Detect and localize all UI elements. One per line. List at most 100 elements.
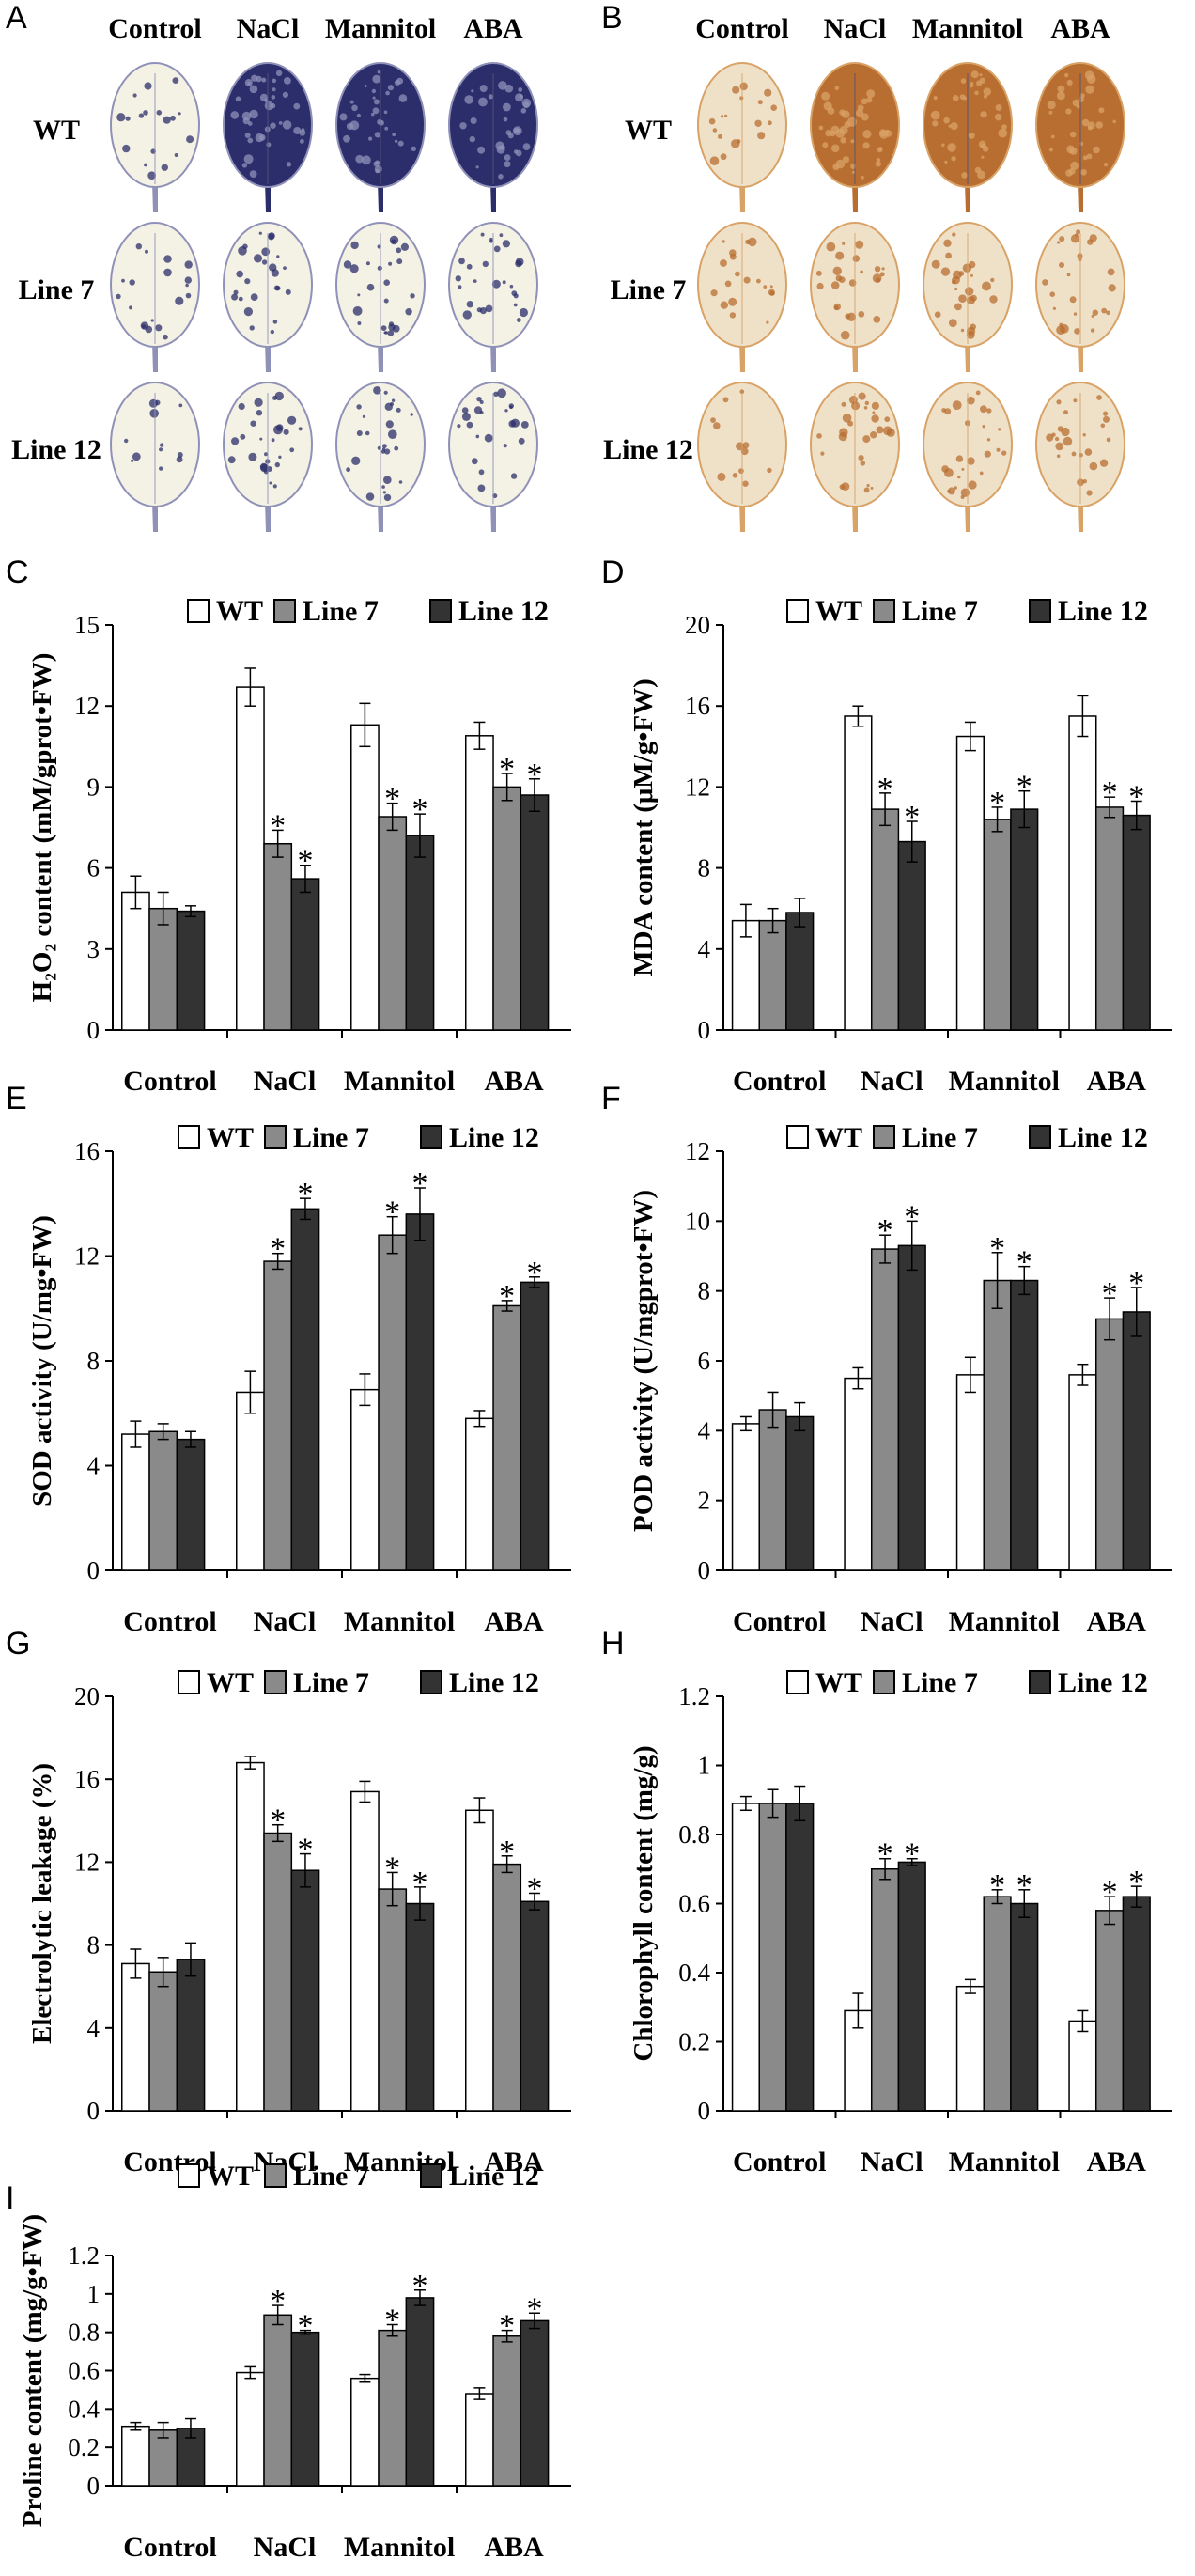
bar	[955, 1985, 985, 2112]
bar	[492, 1304, 522, 1571]
stain-spot	[138, 113, 145, 118]
bar	[870, 1248, 900, 1571]
stain-spot	[270, 122, 276, 129]
y-tick-label: 6	[698, 1347, 711, 1375]
stain-spot	[282, 91, 288, 98]
stain-spot	[757, 132, 766, 140]
stain-spot	[947, 143, 956, 152]
stain-spot	[840, 137, 846, 144]
stain-spot	[974, 166, 982, 174]
y-tick-label: 0	[87, 1556, 101, 1585]
stain-spot	[1071, 451, 1077, 457]
x-tick-label: Control	[123, 2532, 216, 2563]
chart-panel-e: E WT Line 7 Line 12 0 4 8 12 16 SOD activity (U/m…	[6, 1081, 571, 1637]
stain-spot	[466, 301, 473, 308]
stain-spot	[271, 269, 279, 277]
stain-spot	[349, 264, 359, 273]
stain-spot	[476, 307, 482, 313]
x-tick-label: ABA	[484, 2147, 544, 2178]
bar	[520, 2319, 550, 2487]
stain-spot	[710, 417, 716, 423]
stain-spot	[383, 493, 392, 502]
stain-spot	[960, 495, 965, 499]
stain-spot	[504, 161, 511, 168]
legend-swatch	[786, 599, 809, 623]
stain-spot	[1060, 323, 1069, 334]
stain-spot	[381, 485, 385, 489]
stain-spot	[960, 328, 965, 333]
panel-letter: A	[6, 0, 27, 36]
stain-spot	[270, 329, 274, 335]
x-tick-label: Mannitol	[344, 1606, 455, 1637]
stain-spot	[934, 311, 941, 319]
y-tick-label: 0.8	[678, 1820, 710, 1849]
stain-spot	[248, 452, 257, 461]
x-tick-label: Control	[123, 1066, 216, 1097]
stain-spot	[250, 420, 256, 427]
stain-spot	[385, 420, 394, 429]
stain-spot	[766, 320, 769, 324]
y-axis-label: POD activity (U/mgprot•FW)	[629, 1190, 659, 1532]
stain-spot	[356, 404, 362, 410]
stain-spot	[1084, 448, 1093, 456]
stain-spot	[816, 433, 822, 439]
stain-spot	[475, 434, 480, 439]
x-tick-label: Control	[123, 2147, 216, 2178]
legend-label: Line 12	[449, 2161, 539, 2192]
stain-spot	[512, 126, 522, 136]
legend-label: Line 12	[449, 1667, 539, 1698]
stain-spot	[389, 235, 399, 245]
significance-star: *	[989, 786, 1005, 820]
leaf-petiole	[739, 181, 745, 212]
stain-spot	[240, 433, 246, 440]
photo-panels: A Control NaCl Mannitol ABA WT Line 7 Line 12 B C…	[6, 0, 1125, 532]
legend-label: Line 12	[1058, 1667, 1148, 1698]
stain-spot	[251, 74, 258, 82]
stain-spot	[855, 109, 864, 117]
stain-spot	[743, 276, 751, 284]
stain-spot	[258, 134, 266, 141]
y-tick-label: 0.2	[68, 2433, 100, 2461]
legend-swatch	[1029, 1670, 1051, 1694]
leaf-petiole	[265, 341, 271, 372]
stain-spot	[383, 298, 389, 304]
bar	[731, 919, 760, 1031]
stain-spot	[519, 94, 523, 99]
leaf-image	[335, 382, 426, 532]
stain-spot	[955, 455, 964, 462]
stain-spot	[502, 280, 506, 285]
stain-spot	[131, 459, 134, 462]
stain-spot	[372, 96, 376, 100]
stain-spot	[175, 296, 184, 305]
stain-spot	[1101, 307, 1108, 314]
stain-spot	[462, 310, 472, 320]
stain-spot	[384, 402, 393, 411]
legend-swatch	[264, 2163, 287, 2188]
column-label: Mannitol	[325, 13, 436, 44]
panel-letter: B	[601, 0, 623, 36]
stain-spot	[163, 334, 168, 340]
legend-label: Line 12	[449, 1122, 539, 1153]
y-tick-label: 12	[74, 1848, 100, 1876]
bar	[897, 1244, 926, 1571]
bar	[1122, 1311, 1151, 1571]
stain-spot	[979, 73, 983, 77]
stain-spot	[958, 294, 967, 304]
stain-spot	[874, 266, 881, 273]
stain-spot	[184, 276, 192, 284]
bar	[236, 1761, 265, 2112]
stain-spot	[140, 321, 149, 330]
stain-spot	[499, 233, 504, 238]
stain-spot	[259, 93, 269, 101]
stain-spot	[371, 112, 375, 117]
stain-spot	[870, 486, 874, 490]
x-tick-label: ABA	[1087, 1066, 1147, 1097]
y-tick-label: 0.6	[678, 1890, 710, 1918]
stain-spot	[844, 121, 851, 129]
significance-star: *	[297, 844, 313, 879]
x-tick-label: Mannitol	[344, 1066, 455, 1097]
bar	[983, 1896, 1012, 2112]
stain-spot	[116, 113, 126, 122]
stain-spot	[1112, 119, 1116, 124]
